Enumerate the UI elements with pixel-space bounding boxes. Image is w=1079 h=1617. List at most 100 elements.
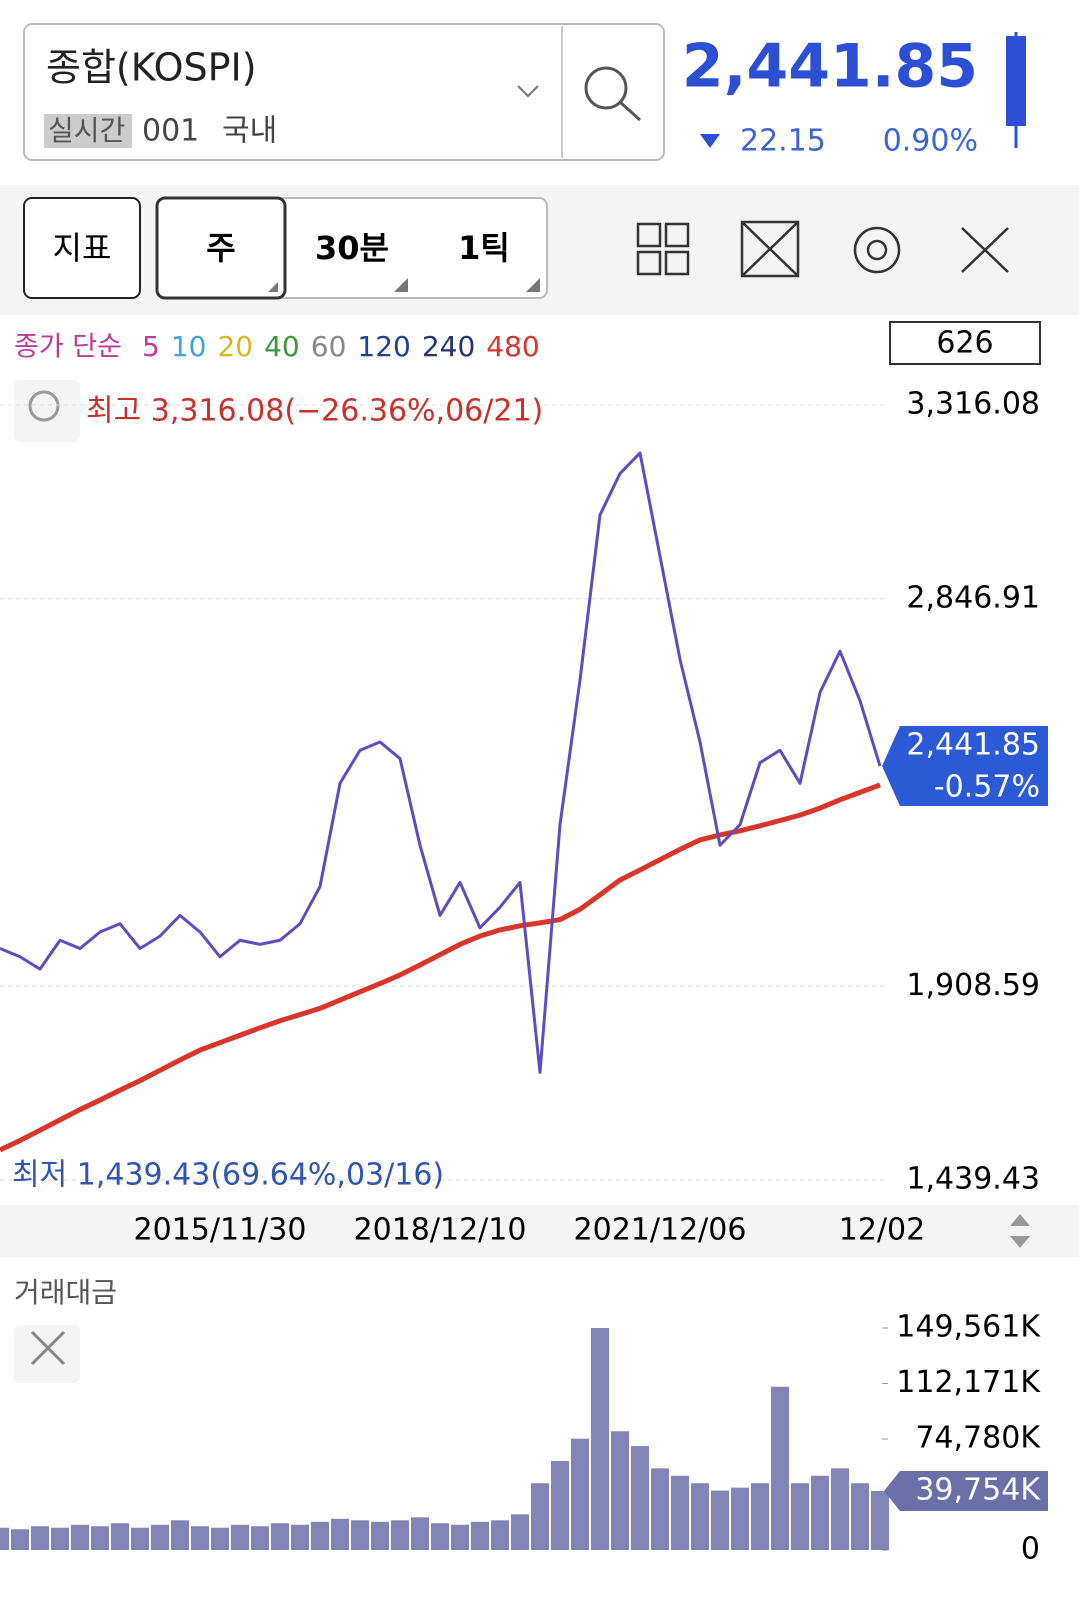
volume-bar: [451, 1524, 469, 1550]
price-line: [0, 451, 882, 1074]
legend-item: 40: [264, 330, 300, 363]
volume-bar: [851, 1483, 869, 1550]
volume-bar: [251, 1526, 269, 1550]
legend-item: 60: [311, 330, 347, 363]
volume-bar: [331, 1518, 349, 1550]
volume-bar: [711, 1490, 729, 1550]
legend-title: 종가 단순: [14, 332, 122, 363]
toolbar-button[interactable]: 1틱: [458, 229, 510, 267]
code: 001: [142, 114, 199, 149]
volume-bar: [691, 1483, 709, 1550]
volume-bar: [831, 1468, 849, 1550]
last-volume: 39,754K: [915, 1472, 1041, 1507]
legend-item: 120: [357, 330, 410, 363]
last-price: 2,441.85: [906, 728, 1040, 763]
corner-marks: [268, 278, 540, 292]
volume-bar: [811, 1475, 829, 1550]
volume-bar: [151, 1524, 169, 1550]
volume-bar: [571, 1438, 589, 1550]
change: 22.15: [740, 124, 826, 159]
volume-bar: [71, 1524, 89, 1550]
volume-bar: [51, 1527, 69, 1550]
volume-bar: [791, 1483, 809, 1550]
last-price-tag: [882, 726, 1048, 807]
x-tick-label: 2021/12/06: [574, 1213, 747, 1248]
x-tick-label: 12/02: [839, 1213, 925, 1248]
volume-bar: [411, 1517, 429, 1550]
volume-bar: [311, 1521, 329, 1550]
volume-bar: [531, 1483, 549, 1550]
volume-bar: [591, 1328, 609, 1550]
toolbar-button[interactable]: 주: [206, 229, 235, 267]
volume-bar: [11, 1529, 29, 1550]
zoom-in-icon: [28, 390, 60, 422]
down-arrow: [700, 134, 720, 148]
volume-bar: [511, 1514, 529, 1550]
volume-bar: [551, 1460, 569, 1550]
y-tick-label: 1,439.43: [906, 1162, 1040, 1197]
tool-icons[interactable]: [636, 220, 1009, 278]
price: 2,441.85: [682, 32, 978, 102]
volume-bar: [91, 1526, 109, 1550]
volume-bar: [631, 1446, 649, 1550]
volume-bar: [171, 1520, 189, 1550]
close-volume[interactable]: [14, 1325, 80, 1383]
y-tick-label: 149,561K: [896, 1310, 1041, 1345]
volume-bar: [771, 1386, 789, 1550]
y-tick-label: 112,171K: [896, 1365, 1041, 1400]
market: 국내: [222, 114, 277, 149]
volume-bar: [211, 1527, 229, 1550]
volume-bar: [871, 1490, 889, 1550]
volume-bar: [671, 1475, 689, 1550]
volume-bar: [291, 1524, 309, 1550]
zoom-in[interactable]: [14, 380, 80, 442]
volume-bar: [371, 1521, 389, 1550]
search-box[interactable]: [23, 23, 665, 161]
search-icon: [618, 100, 642, 122]
x-tick-label: 2018/12/10: [354, 1213, 527, 1248]
x-axis-bg: [0, 1205, 1079, 1257]
indicator-button[interactable]: [23, 197, 141, 299]
toolbar-button[interactable]: 30분: [315, 229, 389, 267]
volume-bar: [651, 1468, 669, 1550]
toolbar-button[interactable]: 지표: [53, 229, 112, 267]
scroll-arrows[interactable]: [1010, 1214, 1030, 1248]
y-tick-label: 74,780K: [915, 1421, 1041, 1456]
close-icon: [30, 1330, 66, 1366]
volume-bar: [731, 1487, 749, 1550]
volume-title: 거래대금: [14, 1276, 117, 1309]
legend-item: 10: [171, 330, 207, 363]
legend-item: 480: [486, 330, 539, 363]
y-tick-label: 1,908.59: [906, 968, 1040, 1003]
tag: 실시간: [48, 114, 125, 147]
legend-item: 5: [142, 330, 160, 363]
mini-candle: [1006, 36, 1026, 126]
count-box: [889, 321, 1041, 365]
volume-bar: [271, 1523, 289, 1550]
legend-item: 20: [217, 330, 253, 363]
last-change: -0.57%: [934, 770, 1040, 805]
tag-bg: [44, 114, 132, 148]
period-button-active[interactable]: [155, 196, 287, 300]
volume-bar: [131, 1527, 149, 1550]
y-tick-label: 2,846.91: [906, 580, 1040, 615]
volume-bar: [491, 1520, 509, 1550]
volume-bar: [351, 1520, 369, 1550]
volume-bar: [611, 1431, 629, 1550]
volume-bar: [0, 1527, 9, 1550]
high-label: 최고 3,316.08(−26.36%,06/21): [86, 394, 543, 429]
last-volume-tag: [884, 1470, 1048, 1511]
volume-bar: [471, 1521, 489, 1550]
dropdown-icon[interactable]: [517, 85, 539, 98]
change-rate: 0.90%: [883, 124, 978, 159]
x-tick-label: 2015/11/30: [134, 1213, 307, 1248]
low-label: 최저 1,439.43(69.64%,03/16): [12, 1158, 444, 1193]
volume-bar: [111, 1523, 129, 1550]
symbol: 종합(KOSPI): [46, 46, 257, 90]
volume-bar: [751, 1483, 769, 1550]
legend-item: 240: [422, 330, 475, 363]
search-icon[interactable]: [584, 66, 628, 110]
count: 626: [936, 326, 993, 361]
volume-bar: [31, 1526, 49, 1550]
